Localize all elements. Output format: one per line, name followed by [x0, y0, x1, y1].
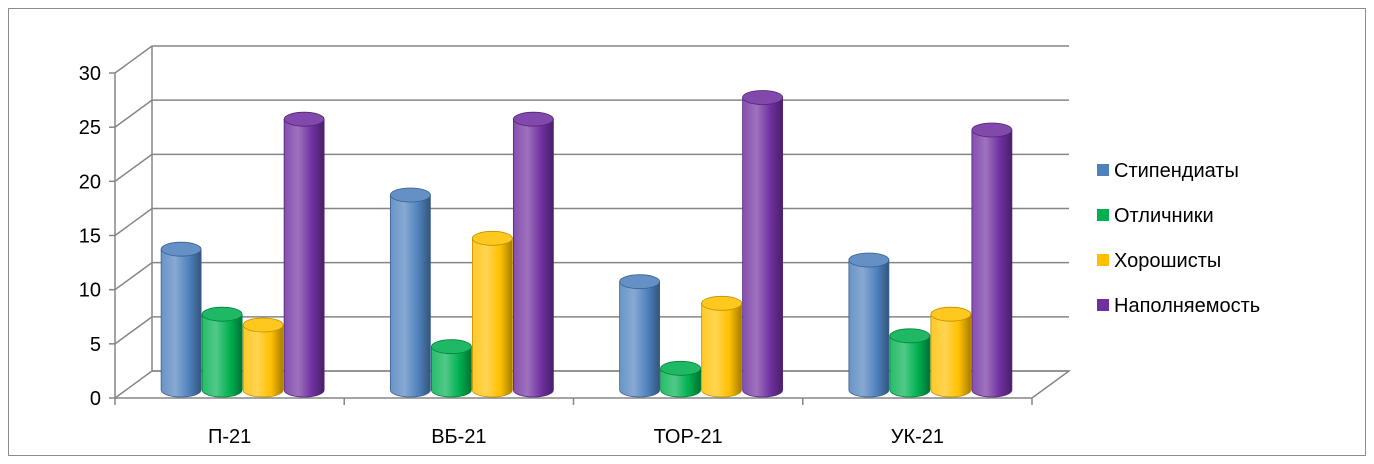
bar-наполняемость-вб-21 — [512, 111, 554, 398]
y-tick-label: 5 — [90, 334, 101, 356]
legend: Стипендиаты Отличники Хорошисты Наполняемос… — [1097, 160, 1260, 317]
y-axis-ticks: 0 5 10 15 20 25 30 — [79, 63, 115, 410]
x-axis-ticks: П-21 ВБ-21 ТОР-21 УК-21 — [114, 398, 1033, 448]
legend-swatch — [1097, 299, 1109, 311]
x-tick-label-вб-21: ВБ-21 — [431, 426, 486, 448]
legend-item-стипендиаты: Стипендиаты — [1097, 160, 1239, 182]
legend-label: Стипендиаты — [1114, 160, 1239, 182]
x-tick-label-п-21: П-21 — [208, 426, 251, 448]
legend-item-наполняемость: Наполняемость — [1097, 295, 1260, 317]
legend-label: Хорошисты — [1114, 250, 1221, 272]
y-tick-label: 0 — [90, 388, 101, 410]
bar-хорошисты-вб-21 — [471, 230, 513, 398]
bar-хорошисты-ук-21 — [930, 306, 972, 398]
bar-хорошисты-тор-21 — [701, 295, 743, 398]
gridline-side — [114, 316, 153, 345]
x-tick-label-ук-21: УК-21 — [891, 426, 944, 448]
bar-отличники-вб-21 — [430, 339, 472, 398]
bar-наполняемость-п-21 — [283, 111, 325, 398]
bar-наполняемость-ук-21 — [971, 122, 1013, 398]
legend-label: Наполняемость — [1114, 295, 1260, 317]
bar-стипендиаты-п-21 — [160, 241, 202, 398]
bar-стипендиаты-вб-21 — [389, 187, 431, 398]
legend-swatch — [1097, 254, 1109, 266]
bars — [160, 90, 1013, 398]
y-tick-label: 15 — [79, 226, 101, 248]
gridline-side — [114, 370, 153, 399]
bar-отличники-п-21 — [201, 306, 243, 398]
legend-item-хорошисты: Хорошисты — [1097, 250, 1221, 272]
y-tick-label: 20 — [79, 171, 101, 193]
gridline-side — [114, 207, 153, 237]
gridline-side — [114, 99, 153, 128]
bar-стипендиаты-ук-21 — [848, 252, 890, 398]
bar-наполняемость-тор-21 — [742, 90, 784, 398]
y-tick-label: 25 — [79, 117, 101, 139]
legend-item-отличники: Отличники — [1097, 205, 1214, 227]
legend-label: Отличники — [1114, 205, 1214, 227]
gridline-side — [114, 153, 153, 182]
bar-стипендиаты-тор-21 — [619, 274, 661, 398]
legend-swatch — [1097, 209, 1109, 221]
y-tick-label: 10 — [79, 280, 101, 302]
bar-хорошисты-п-21 — [242, 317, 284, 398]
legend-swatch — [1097, 164, 1109, 176]
x-tick-label-тор-21: ТОР-21 — [654, 426, 723, 448]
gridline-side — [114, 45, 153, 74]
bar-отличники-тор-21 — [660, 360, 702, 398]
y-tick-label: 30 — [79, 63, 101, 85]
bar-отличники-ук-21 — [889, 328, 931, 398]
gridline-side — [114, 262, 153, 291]
